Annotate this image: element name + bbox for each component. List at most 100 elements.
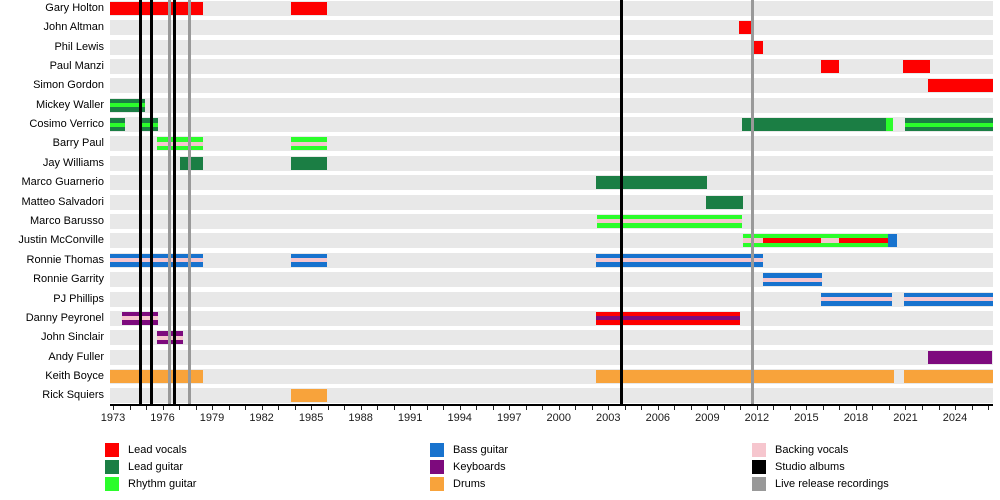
timeline-bar <box>110 370 203 384</box>
x-axis-tick <box>261 406 263 410</box>
bar-stripe-backing-vocals <box>820 297 892 301</box>
live-recording-line <box>168 0 172 404</box>
timeline-bar <box>820 59 839 73</box>
timeline-bar <box>290 137 327 151</box>
row-band <box>110 58 993 74</box>
x-axis-tick <box>938 406 940 410</box>
member-label: Cosimo Verrico <box>29 118 104 131</box>
x-axis-tick <box>294 406 296 410</box>
x-axis-tick <box>855 406 857 410</box>
member-label: John Altman <box>43 21 104 34</box>
studio-album-line <box>150 0 154 404</box>
timeline-bar <box>290 156 327 170</box>
timeline-bar <box>110 98 146 112</box>
x-axis-tick-label: 1985 <box>298 412 324 424</box>
bar-stripe-backing-vocals <box>903 297 993 301</box>
member-label: Simon Gordon <box>33 79 104 92</box>
x-axis-tick <box>921 406 923 410</box>
bar-mid-backing-vocals <box>820 238 839 244</box>
x-axis-tick-label: 1991 <box>397 412 423 424</box>
timeline-bar <box>140 118 159 132</box>
row-band <box>110 213 993 229</box>
bar-stripe-rhythm-guitar <box>110 122 126 127</box>
x-axis-tick <box>591 406 593 410</box>
x-axis-tick <box>740 406 742 410</box>
live-recording-line <box>188 0 192 404</box>
row-band <box>110 349 993 365</box>
row-band <box>110 20 993 36</box>
row-band <box>110 194 993 210</box>
member-label: Ronnie Garrity <box>33 273 104 286</box>
member-label: Marco Barusso <box>30 214 104 227</box>
member-label: Matteo Salvadori <box>21 195 104 208</box>
x-axis-tick <box>641 406 643 410</box>
timeline-bar <box>743 234 888 248</box>
bar-stripe-backing-vocals <box>596 258 763 263</box>
legend-swatch-lead-guitar <box>105 460 119 474</box>
timeline-bar <box>903 292 993 306</box>
x-axis-tick <box>492 406 494 410</box>
member-label: Jay Williams <box>42 156 104 169</box>
timeline-bar <box>290 389 327 403</box>
timeline-bar <box>928 350 992 364</box>
member-label: Phil Lewis <box>54 40 104 53</box>
x-axis-tick <box>113 406 114 410</box>
x-axis-tick-label: 2021 <box>893 412 918 424</box>
x-axis-tick <box>459 406 461 410</box>
legend-swatch-studio-albums <box>752 460 766 474</box>
timeline-bar <box>903 370 993 384</box>
timeline-bar <box>110 253 203 267</box>
timeline-bar <box>903 59 931 73</box>
timeline-bar <box>290 253 327 267</box>
member-label: Keith Boyce <box>45 370 104 383</box>
x-axis-tick <box>657 406 659 410</box>
member-label: Andy Fuller <box>48 350 104 363</box>
studio-album-line <box>172 0 176 404</box>
member-label: John Sinclair <box>41 331 104 344</box>
member-label: Justin McConville <box>18 234 104 247</box>
x-axis-tick <box>393 406 395 410</box>
x-axis-tick <box>509 406 511 410</box>
legend-swatch-backing-vocals <box>752 443 766 457</box>
x-axis-tick-label: 2015 <box>794 412 819 424</box>
x-axis-tick-label: 1994 <box>447 412 472 424</box>
x-axis-tick <box>789 406 791 410</box>
member-label: Gary Holton <box>45 1 104 14</box>
bar-stripe-rhythm-guitar <box>904 122 993 127</box>
x-axis-tick-label: 2018 <box>843 412 869 424</box>
x-axis-tick <box>525 406 527 410</box>
row-band <box>110 39 993 55</box>
member-label: Barry Paul <box>52 137 104 150</box>
x-axis-tick <box>822 406 824 410</box>
timeline-bar <box>290 1 327 15</box>
studio-album-line <box>138 0 142 404</box>
bar-stripe-backing-vocals <box>110 258 203 263</box>
legend-swatch-bass-guitar <box>430 443 444 457</box>
row-band <box>110 0 993 16</box>
member-label: Paul Manzi <box>49 59 104 72</box>
timeline-bar <box>928 79 993 93</box>
legend-swatch-live-recordings <box>752 477 766 491</box>
legend-label-keyboards: Keyboards <box>453 461 506 473</box>
timeline-bar <box>596 311 741 325</box>
legend-label-studio-albums: Studio albums <box>775 461 845 473</box>
timeline-bar <box>597 214 743 228</box>
x-axis-tick <box>756 406 758 410</box>
legend-swatch-drums <box>430 477 444 491</box>
x-axis-tick-label: 1973 <box>100 412 126 424</box>
x-axis-tick <box>872 406 874 410</box>
x-axis-tick <box>558 406 560 410</box>
row-band <box>110 310 993 326</box>
row-band <box>110 272 993 288</box>
timeline-bar <box>156 137 203 151</box>
x-axis-tick <box>575 406 577 410</box>
x-axis-tick <box>773 406 775 410</box>
legend-label-lead-vocals: Lead vocals <box>128 444 187 456</box>
legend: Lead vocals Lead guitar Rhythm guitar Bass … <box>0 438 1000 500</box>
x-axis-tick <box>674 406 676 410</box>
bar-stripe-backing-vocals <box>762 277 822 282</box>
timeline-bar <box>885 118 893 132</box>
timeline-bar <box>820 292 892 306</box>
bar-mid-lead-vocals <box>838 238 888 244</box>
